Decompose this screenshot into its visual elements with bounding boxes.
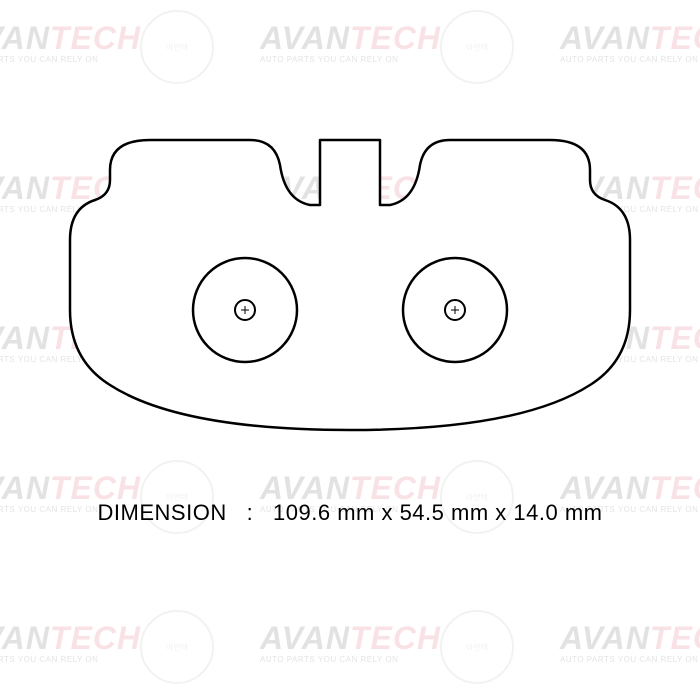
watermark-logo: AVANTECHAUTO PARTS YOU CAN RELY ON: [0, 20, 141, 64]
dimension-sep: :: [247, 500, 254, 525]
watermark-logo: AVANTECHAUTO PARTS YOU CAN RELY ON: [0, 620, 141, 664]
dimension-row: DIMENSION : 109.6 mm x 54.5 mm x 14.0 mm: [0, 500, 700, 526]
watermark-logo: AVANTECHAUTO PARTS YOU CAN RELY ON: [260, 20, 441, 64]
dimension-text: DIMENSION : 109.6 mm x 54.5 mm x 14.0 mm: [98, 500, 603, 525]
watermark-stamp: 아반텍: [140, 10, 214, 84]
watermark-logo: AVANTECHAUTO PARTS YOU CAN RELY ON: [560, 20, 700, 64]
dimension-values: 109.6 mm x 54.5 mm x 14.0 mm: [273, 500, 602, 525]
brake-pad-drawing: [50, 110, 650, 450]
dimension-label: DIMENSION: [98, 500, 227, 525]
watermark-logo: AVANTECHAUTO PARTS YOU CAN RELY ON: [560, 620, 700, 664]
watermark-stamp: 아반텍: [440, 10, 514, 84]
watermark-stamp: 아반텍: [140, 610, 214, 684]
watermark-logo: AVANTECHAUTO PARTS YOU CAN RELY ON: [260, 620, 441, 664]
watermark-stamp: 아반텍: [440, 610, 514, 684]
